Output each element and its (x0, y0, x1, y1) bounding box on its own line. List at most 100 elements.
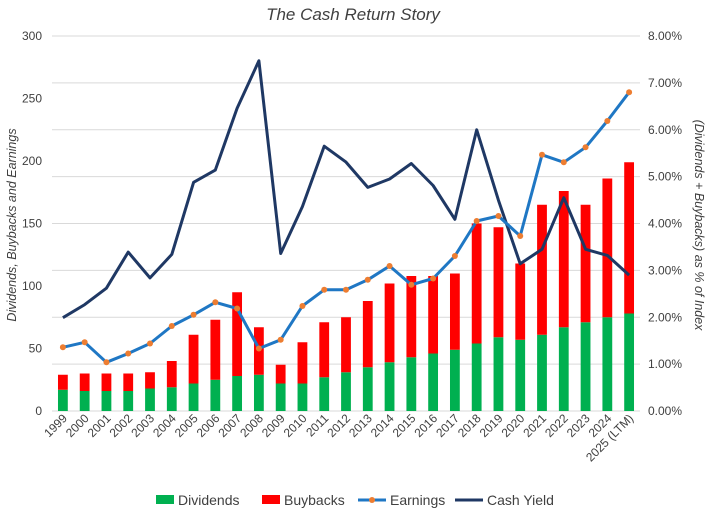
buybacks-bar (428, 276, 439, 354)
right-axis-ticks: 0.00% 1.00% 2.00% 3.00% 4.00% 5.00% 6.00% 7.00%… (648, 29, 682, 418)
dividends-bar (515, 339, 526, 411)
buybacks-bar (57, 374, 68, 390)
buybacks-bar (471, 223, 482, 344)
dividends-bar (297, 383, 308, 411)
right-tick-label: 4.00% (648, 217, 682, 231)
x-tick-label: 2006 (194, 411, 223, 440)
x-tick-label: 2018 (455, 411, 484, 440)
x-tick-label: 2009 (259, 411, 288, 440)
dividends-bar (362, 367, 373, 411)
bar-series (57, 162, 635, 411)
x-tick-label: 2008 (237, 411, 266, 440)
earnings-point (473, 218, 480, 224)
earnings-point (517, 233, 524, 239)
buybacks-bar (79, 373, 90, 391)
x-tick-label: 2020 (499, 411, 528, 440)
earnings-point (451, 253, 458, 259)
legend: Dividends Buybacks Earnings Cash Yield (156, 492, 554, 508)
earnings-point (168, 323, 175, 329)
left-tick-label: 150 (22, 217, 42, 231)
left-axis-ticks: 0 50 100 150 200 250 300 (22, 29, 42, 418)
dividends-bar (166, 387, 177, 411)
line-series (59, 59, 633, 366)
dividends-bar (471, 343, 482, 411)
x-axis-ticks: 1999200020012002200320042005200620072008… (41, 411, 636, 464)
dividends-bar (449, 349, 460, 411)
buybacks-bar (384, 283, 395, 363)
earnings-point (234, 305, 241, 312)
left-tick-label: 200 (22, 154, 42, 168)
buybacks-bar (275, 364, 286, 384)
legend-buybacks-swatch (262, 495, 280, 504)
buybacks-bar (624, 162, 635, 314)
left-axis-label: Dividends, Buybacks and Earnings (5, 128, 19, 321)
earnings-point (59, 344, 66, 351)
right-tick-label: 8.00% (648, 29, 682, 43)
earnings-point (582, 144, 589, 151)
x-tick-label: 2002 (107, 411, 136, 440)
earnings-point (125, 350, 132, 357)
right-tick-label: 3.00% (648, 263, 682, 277)
right-tick-label: 5.00% (648, 170, 682, 184)
right-tick-label: 7.00% (648, 76, 682, 90)
x-tick-label: 2012 (324, 411, 353, 440)
x-tick-label: 2013 (346, 411, 375, 440)
earnings-point (343, 286, 349, 293)
legend-earnings-label: Earnings (390, 492, 445, 508)
right-tick-label: 6.00% (648, 123, 682, 137)
buybacks-bar (297, 342, 308, 384)
dividends-bar (123, 391, 134, 411)
legend-dividends-swatch (156, 495, 174, 504)
earnings-point (495, 213, 502, 219)
left-tick-label: 300 (22, 29, 42, 43)
legend-buybacks-label: Buybacks (284, 492, 345, 508)
buybacks-bar (166, 361, 177, 388)
x-tick-label: 2016 (411, 411, 440, 440)
dividends-bar (537, 334, 547, 411)
dividends-bar (602, 317, 613, 411)
dividends-bar (428, 353, 439, 411)
dividends-bar (253, 374, 264, 411)
dividends-bar (275, 383, 286, 411)
earnings-point (386, 263, 393, 269)
buybacks-bar (123, 373, 134, 391)
buybacks-bar (449, 273, 460, 350)
buybacks-bar (493, 227, 504, 338)
earnings-point (103, 359, 110, 366)
x-tick-label: 2007 (215, 411, 244, 440)
left-tick-label: 0 (35, 404, 42, 418)
chart-title: The Cash Return Story (266, 5, 441, 24)
x-tick-label: 2000 (63, 411, 92, 440)
buybacks-bar (515, 263, 526, 340)
buybacks-bar (341, 317, 351, 373)
buybacks-bar (232, 292, 243, 376)
dividends-bar (493, 337, 504, 411)
buybacks-bar (145, 372, 155, 389)
buybacks-bar (602, 178, 613, 318)
earnings-point (626, 89, 633, 96)
earnings-point (147, 340, 153, 347)
right-tick-label: 0.00% (648, 404, 682, 418)
dividends-bar (406, 357, 417, 411)
earnings-point (364, 276, 371, 283)
earnings-point (255, 345, 262, 352)
dividends-bar (232, 376, 243, 411)
dividends-bar (580, 322, 591, 411)
x-tick-label: 2021 (520, 411, 549, 440)
dividends-bar (145, 388, 155, 411)
left-tick-label: 50 (29, 342, 43, 356)
earnings-point (277, 336, 284, 343)
x-tick-label: 2001 (85, 411, 114, 440)
buybacks-bar (210, 319, 221, 380)
earnings-point (81, 339, 88, 346)
x-tick-label: 2011 (303, 411, 331, 439)
buybacks-bar (558, 191, 569, 328)
earnings-point (299, 303, 306, 309)
earnings-point (212, 299, 219, 306)
dividends-bar (558, 327, 569, 411)
x-tick-label: 2005 (172, 411, 201, 440)
x-tick-label: 2022 (542, 411, 571, 440)
legend-cash-yield-label: Cash Yield (487, 492, 554, 508)
right-tick-label: 1.00% (648, 357, 682, 371)
dividends-bar (341, 372, 351, 411)
